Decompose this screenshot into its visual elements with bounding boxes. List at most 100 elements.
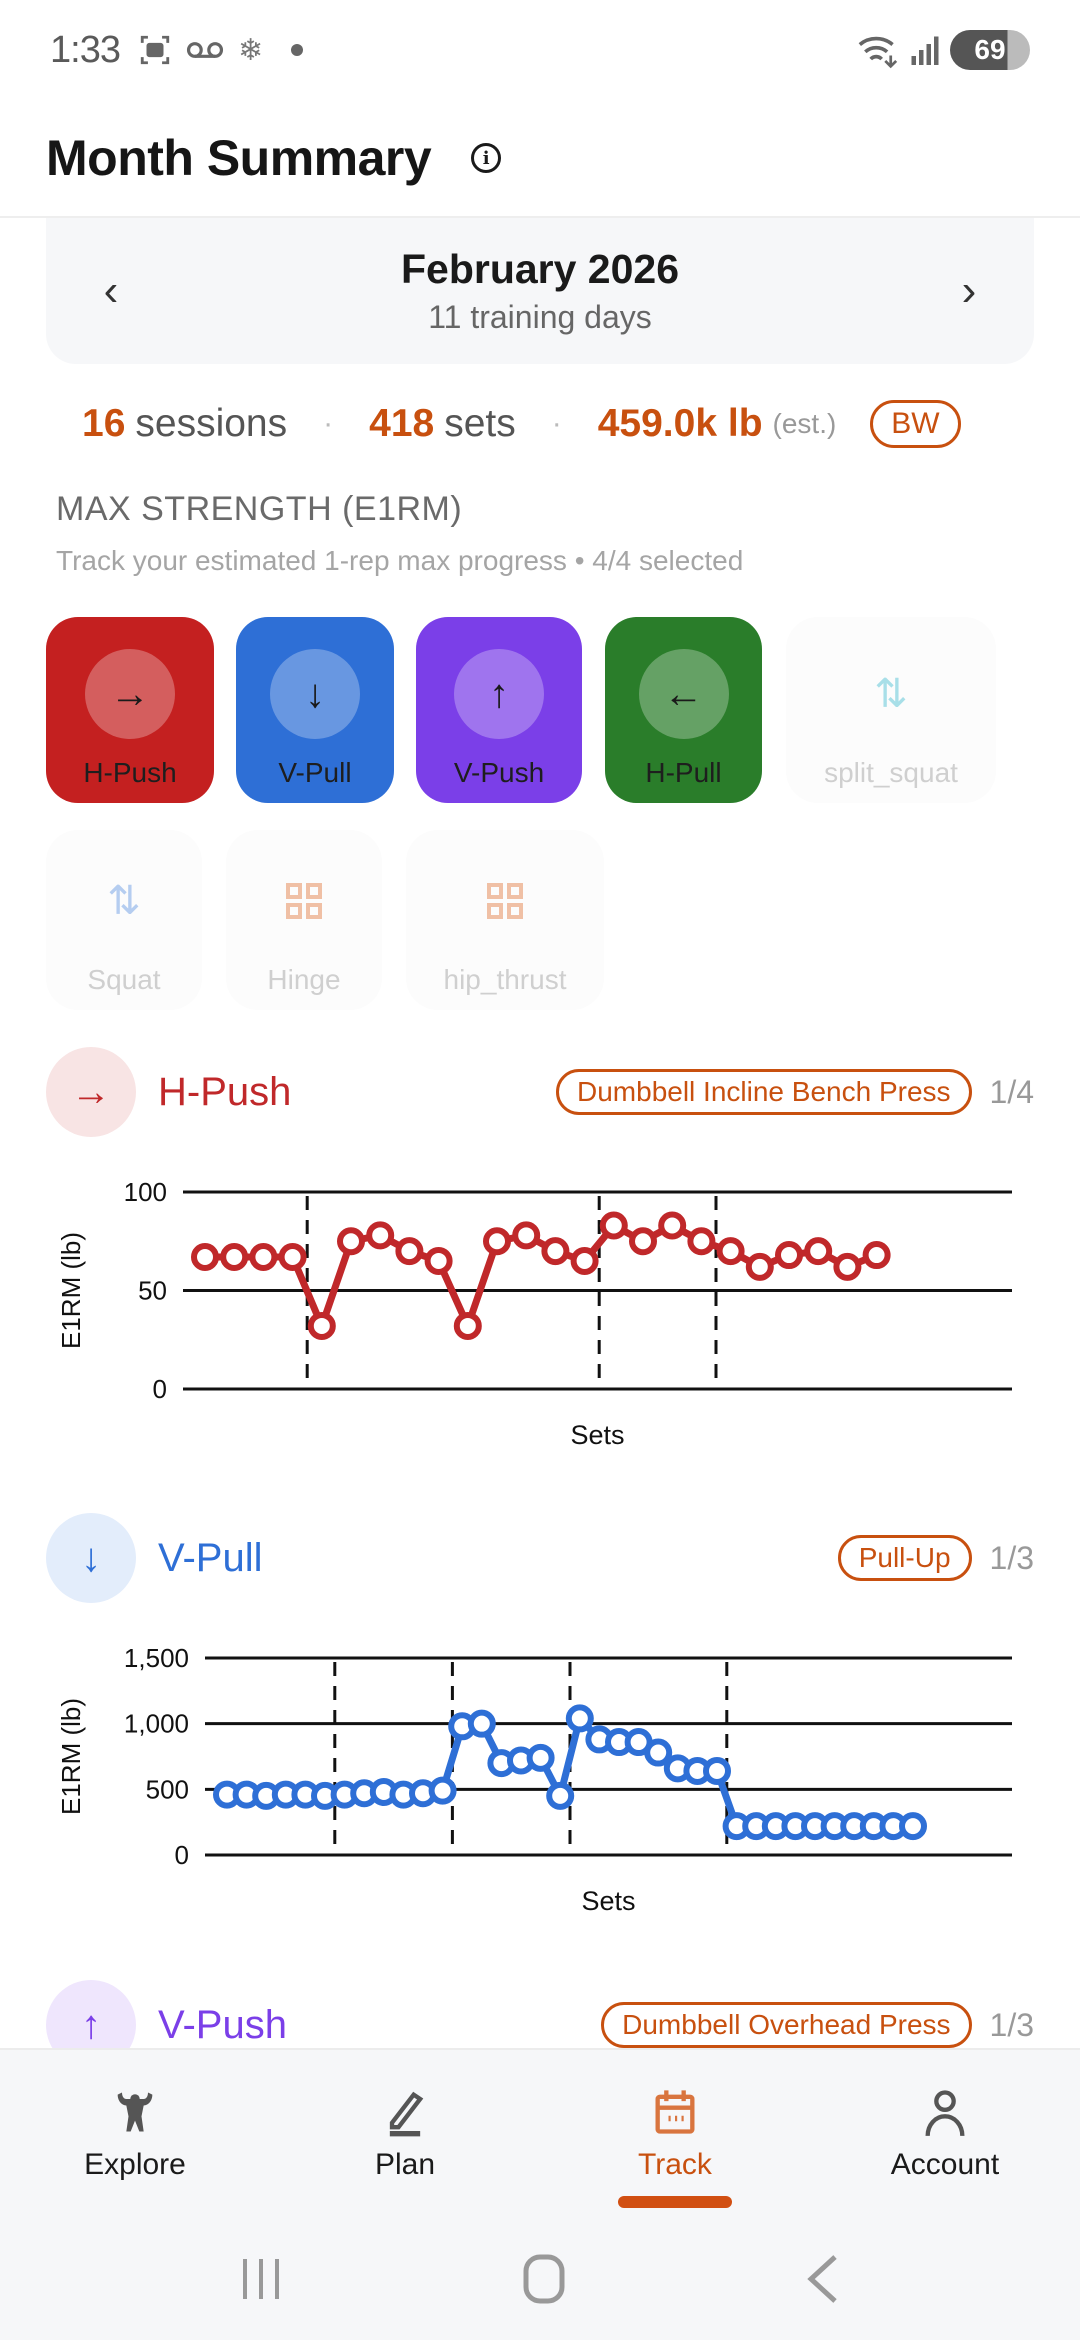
stats-row: 16 sessions · 418 sets · 459.0k lb (est.…: [82, 400, 961, 448]
pattern-name: H-Push: [158, 1069, 292, 1114]
volume-value: 459.0k lb: [597, 402, 763, 445]
pattern-header-h-push: → H-Push Dumbbell Incline Bench Press 1/…: [46, 1047, 1034, 1137]
chip-label: H-Push: [83, 757, 177, 788]
recent-apps-button[interactable]: [239, 2255, 283, 2303]
arrow-down-icon: ↓: [270, 649, 360, 739]
active-tab-indicator: [618, 2196, 732, 2208]
signal-icon: [911, 36, 939, 65]
chip-label: V-Pull: [278, 757, 352, 788]
page-title: Month Summary: [46, 130, 432, 186]
training-days: 11 training days: [428, 299, 652, 335]
system-navigation: [0, 2218, 1080, 2340]
calendar-icon: [655, 2090, 695, 2134]
nav-label: Account: [890, 2148, 1000, 2181]
exercise-count: 1/4: [989, 1073, 1034, 1110]
dot-icon: [291, 44, 304, 56]
status-bar: 1:33 ❄ 69: [0, 0, 1080, 100]
pattern-name: V-Push: [158, 2002, 287, 2047]
pencil-icon: [389, 2091, 424, 2137]
nav-label: Track: [638, 2148, 712, 2181]
chip-squat[interactable]: ⇅ Squat: [46, 830, 202, 1010]
exercise-selector[interactable]: Dumbbell Incline Bench Press: [556, 1069, 972, 1115]
chip-label: Squat: [87, 964, 161, 995]
svg-text:Sets: Sets: [570, 1420, 624, 1450]
pattern-header-v-pull: ↓ V-Pull Pull-Up 1/3: [46, 1513, 1034, 1603]
wifi-icon: [858, 36, 898, 69]
separator: ·: [551, 407, 562, 440]
sets-count: 418: [369, 402, 435, 445]
nav-plan[interactable]: Plan: [270, 2050, 540, 2218]
svg-text:100: 100: [124, 1177, 167, 1207]
chip-v-push[interactable]: ↑ V-Push: [416, 617, 582, 803]
status-icons-right: 69: [856, 30, 1030, 70]
status-time: 1:33: [50, 28, 121, 71]
person-icon: [925, 2090, 965, 2136]
sessions-count: 16: [82, 402, 126, 445]
chip-v-pull[interactable]: ↓ V-Pull: [236, 617, 394, 803]
chip-split-squat[interactable]: ⇅ split_squat: [786, 617, 996, 803]
chip-h-pull[interactable]: ← H-Pull: [605, 617, 762, 803]
next-month-button[interactable]: ›: [961, 266, 977, 315]
voicemail-icon: [186, 42, 224, 58]
arrow-up-icon: ↑: [454, 649, 544, 739]
svg-text:0: 0: [153, 1374, 167, 1404]
arrow-right-icon: →: [85, 649, 175, 739]
svg-text:1,000: 1,000: [124, 1709, 189, 1739]
arrow-down-icon: ↓: [46, 1513, 136, 1603]
svg-text:0: 0: [175, 1840, 189, 1870]
bottom-navigation: Explore Plan Track Account: [0, 2048, 1080, 2218]
pattern-name: V-Pull: [158, 1535, 263, 1580]
prev-month-button[interactable]: ‹: [103, 266, 119, 315]
arrow-right-icon: →: [46, 1047, 136, 1137]
sets-label: sets: [444, 402, 516, 445]
exercise-selector[interactable]: Dumbbell Overhead Press: [601, 2002, 972, 2048]
screenshot-icon: [140, 35, 170, 65]
chip-label: hip_thrust: [443, 964, 567, 995]
chip-hip-thrust[interactable]: hip_thrust: [406, 830, 604, 1010]
grid-icon: [259, 856, 349, 946]
app-header: Month Summary i: [0, 100, 1080, 218]
snowflake-icon: ❄: [237, 33, 264, 67]
back-button[interactable]: [805, 2253, 841, 2305]
exercise-count: 1/3: [989, 1539, 1034, 1576]
chip-label: H-Pull: [645, 757, 722, 788]
grid-icon: [460, 856, 550, 946]
chip-label: split_squat: [824, 757, 958, 788]
volume-estimate-note: (est.): [772, 408, 837, 439]
section-subtitle: Track your estimated 1-rep max progress …: [56, 545, 744, 576]
battery-icon: 69: [950, 30, 1030, 70]
info-icon[interactable]: i: [471, 143, 502, 173]
chip-label: Hinge: [267, 964, 341, 995]
battery-level: 69: [974, 34, 1006, 65]
chip-hinge[interactable]: Hinge: [226, 830, 382, 1010]
chip-h-push[interactable]: → H-Push: [46, 617, 214, 803]
svg-text:1,500: 1,500: [124, 1643, 189, 1673]
e1rm-chart-v-pull: 0 500 1,000 1,500 E1RM (lb) Sets: [56, 1643, 1012, 1916]
svg-text:E1RM (lb): E1RM (lb): [56, 1698, 86, 1815]
exercise-count: 1/3: [989, 2006, 1034, 2043]
sessions-label: sessions: [135, 402, 288, 445]
nav-explore[interactable]: Explore: [0, 2050, 270, 2218]
nav-track[interactable]: Track: [540, 2050, 810, 2218]
pattern-header-v-push: ↑ V-Push Dumbbell Overhead Press 1/3: [46, 1980, 1034, 2070]
month-selector: ‹ February 2026 11 training days ›: [46, 218, 1034, 364]
nav-account[interactable]: Account: [810, 2050, 1080, 2218]
chip-label: V-Push: [453, 757, 545, 788]
svg-text:Sets: Sets: [581, 1886, 635, 1916]
e1rm-chart-h-push: 0 50 100 E1RM (lb) Sets: [56, 1177, 1012, 1450]
nav-label: Plan: [374, 2148, 436, 2181]
svg-text:500: 500: [146, 1774, 189, 1804]
home-button[interactable]: [520, 2253, 568, 2305]
month-info: February 2026 11 training days: [401, 246, 679, 336]
svg-text:50: 50: [138, 1276, 167, 1306]
exercise-selector[interactable]: Pull-Up: [837, 1535, 972, 1581]
status-icons-left: ❄: [138, 33, 304, 68]
swap-vertical-icon: ⇅: [107, 879, 141, 923]
bodyweight-toggle[interactable]: BW: [870, 400, 961, 448]
arrow-left-icon: ←: [638, 649, 729, 739]
swap-vertical-icon: ⇅: [874, 672, 908, 716]
separator: ·: [323, 407, 334, 440]
nav-label: Explore: [84, 2148, 186, 2181]
svg-text:E1RM (lb): E1RM (lb): [56, 1232, 86, 1349]
